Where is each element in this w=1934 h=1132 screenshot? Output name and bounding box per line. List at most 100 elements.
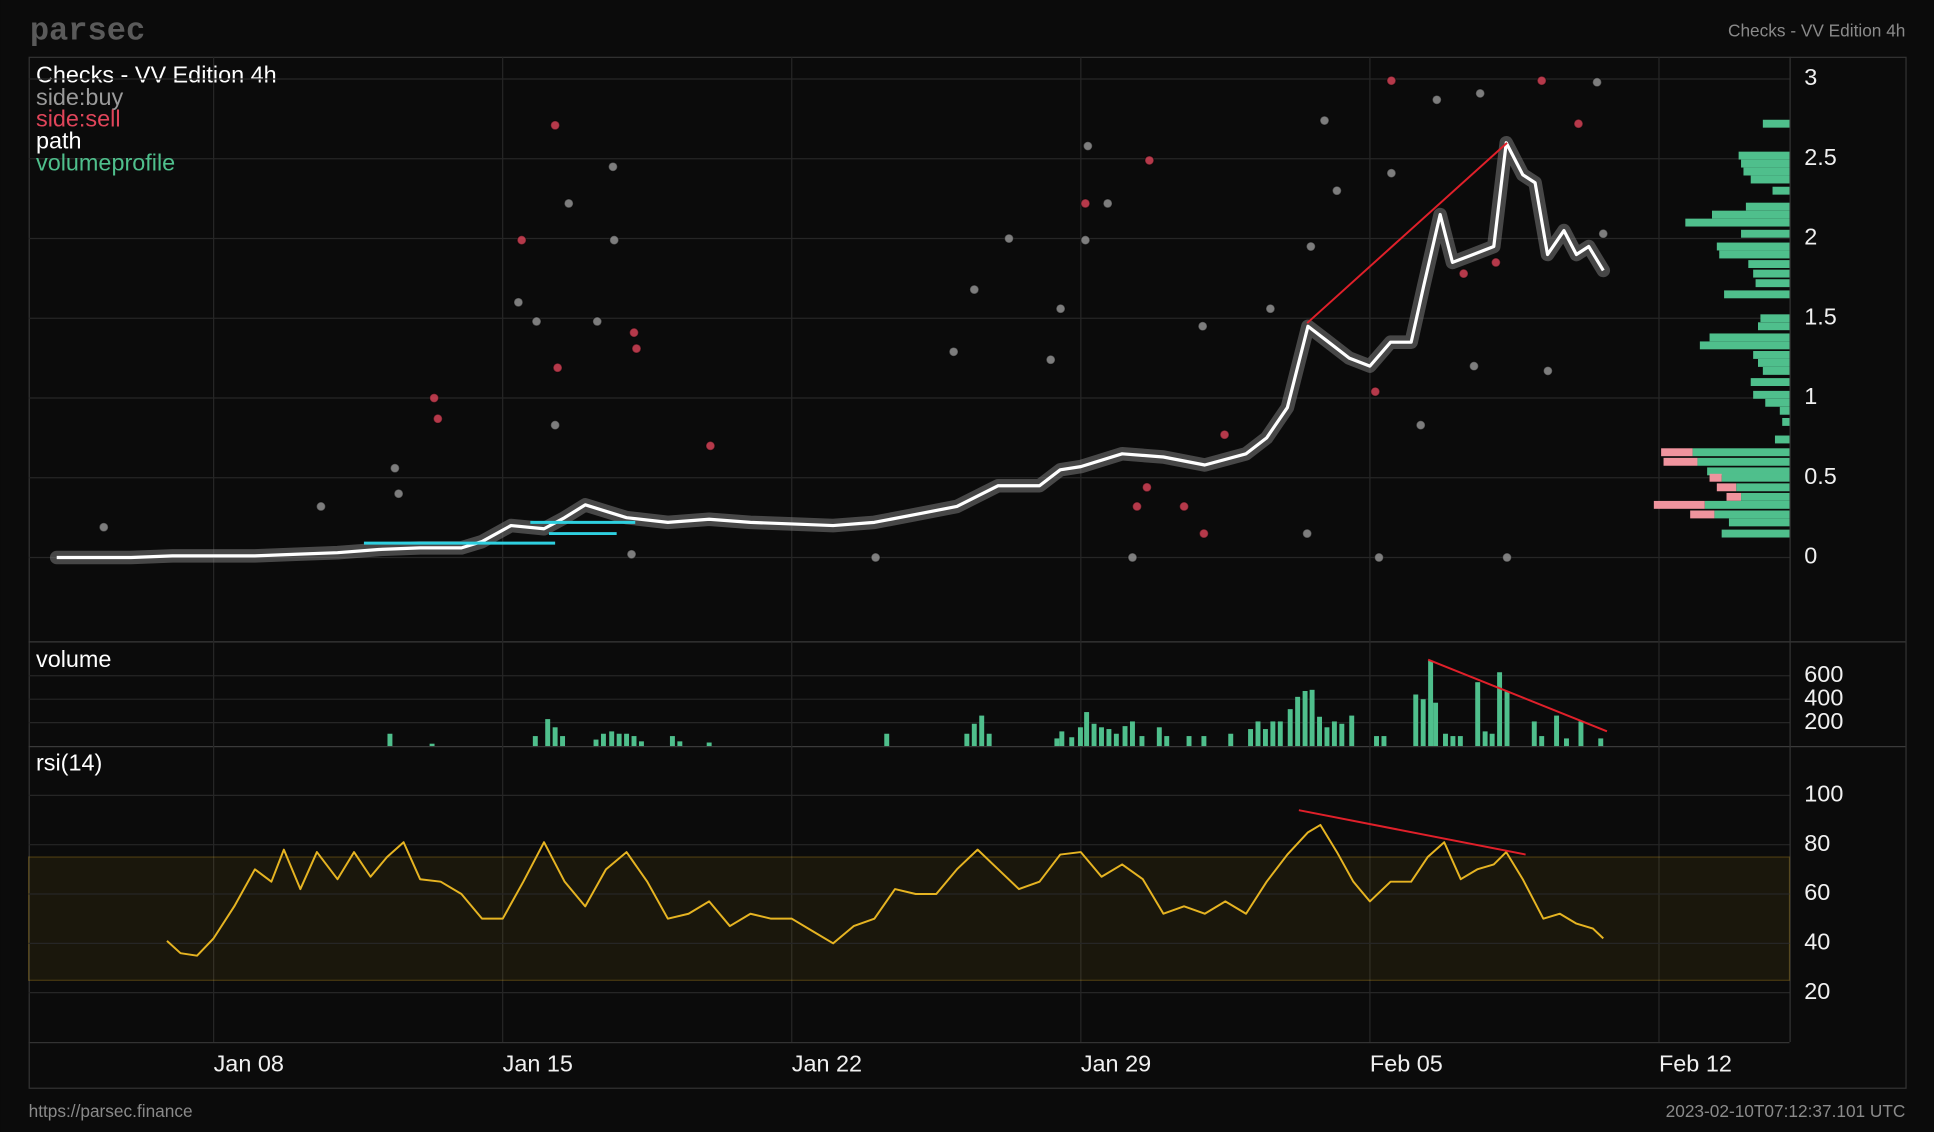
x-tick-label: Feb 05 — [1370, 1051, 1443, 1077]
volume-profile-bar — [1762, 119, 1790, 128]
trade-point — [550, 420, 561, 431]
trade-point — [1331, 185, 1342, 196]
y-tick-label: 200 — [1804, 708, 1843, 734]
volume-bar — [1539, 736, 1545, 747]
volume-bar — [1248, 729, 1254, 747]
volume-profile-bar — [1736, 483, 1790, 492]
trade-point — [1082, 140, 1093, 152]
volume-bar — [593, 739, 599, 747]
volume-bar — [1156, 727, 1162, 747]
trade-point — [1542, 365, 1553, 376]
trade-point — [429, 392, 440, 404]
volume-bar — [1317, 716, 1322, 747]
header-title: Checks - VV Edition 4h — [1728, 21, 1905, 41]
volume-profile-bar — [1760, 314, 1790, 323]
trade-point — [516, 235, 527, 246]
volume-profile-sell-bar — [1661, 448, 1693, 457]
volume-bar — [1270, 721, 1276, 747]
volume-profile-bar — [1741, 492, 1790, 501]
volume-bar — [1084, 712, 1090, 747]
y-tick-label: 20 — [1804, 978, 1830, 1004]
volume-profile-bar — [1724, 290, 1790, 299]
volume-bar — [1482, 731, 1488, 747]
volume-profile-bar — [1741, 159, 1790, 168]
volume-profile-bar — [1755, 279, 1790, 288]
y-tick-label: 3 — [1804, 64, 1817, 90]
volume-profile-bar — [1721, 529, 1790, 538]
trend-line — [1306, 142, 1508, 324]
volume-profile-bar — [1757, 358, 1790, 367]
legend-entry: volumeprofile — [36, 149, 175, 175]
volume-bar — [884, 733, 890, 747]
trade-point — [1144, 155, 1155, 166]
trade-point — [592, 316, 603, 327]
x-tick-label: Feb 12 — [1659, 1051, 1732, 1077]
volume-bar — [545, 719, 551, 747]
trade-point — [1003, 233, 1015, 244]
volume-bar — [1287, 709, 1293, 747]
y-tick-label: 2 — [1804, 224, 1817, 250]
x-tick-label: Jan 15 — [503, 1051, 573, 1077]
trade-point — [513, 297, 524, 308]
trade-point — [1080, 235, 1091, 246]
volume-bar — [1374, 736, 1379, 747]
volume-bar — [1309, 689, 1315, 747]
volume-profile-bar — [1774, 435, 1790, 444]
x-tick-label: Jan 29 — [1081, 1051, 1151, 1077]
volume-bar — [1531, 721, 1537, 747]
volume-profile-bar — [1711, 210, 1790, 219]
volume-profile-sell-bar — [1690, 510, 1715, 519]
trend-line — [1427, 658, 1608, 733]
trade-point — [969, 284, 980, 295]
volume-profile-bar — [1697, 457, 1790, 466]
trade-point — [1468, 361, 1480, 372]
trade-point — [1265, 303, 1276, 314]
volume-bar — [1228, 733, 1234, 747]
y-tick-label: 0 — [1804, 543, 1817, 569]
volume-bar — [1504, 690, 1510, 747]
volume-profile-bar — [1743, 167, 1790, 176]
trade-point — [563, 198, 574, 209]
volume-bar — [1129, 721, 1135, 747]
volume-profile-sell-bar — [1709, 473, 1722, 482]
y-tick-label: 400 — [1804, 684, 1843, 710]
volume-profile-bar — [1757, 322, 1790, 331]
volume-bar — [616, 733, 622, 747]
volume-profile-bar — [1779, 406, 1790, 415]
trade-point — [1197, 321, 1208, 332]
trade-point — [1490, 257, 1501, 268]
volume-profile-bar — [1721, 473, 1790, 482]
trade-point — [393, 488, 404, 499]
legend-entry: side:buy — [36, 84, 123, 110]
volume-bar — [1091, 723, 1097, 747]
volume-profile-sell-bar — [1653, 500, 1705, 509]
trade-point — [1501, 552, 1513, 563]
volume-bar — [1413, 694, 1419, 747]
y-tick-label: 100 — [1804, 781, 1843, 807]
legend-entry: side:sell — [36, 106, 121, 132]
volume-bar — [600, 733, 606, 747]
volume-bar — [1113, 733, 1119, 747]
trade-point — [552, 362, 563, 373]
panel-title: volume — [36, 646, 111, 672]
trade-point — [1573, 118, 1584, 129]
volume-profile-bar — [1745, 202, 1790, 211]
volume-bar — [1450, 736, 1456, 747]
volume-bar — [964, 733, 970, 747]
volume-bar — [1099, 727, 1104, 747]
trade-point — [609, 235, 620, 246]
volume-bar — [1122, 726, 1128, 747]
trade-point — [948, 346, 959, 357]
volume-profile-bar — [1782, 417, 1790, 426]
volume-bar — [1324, 727, 1330, 747]
volume-profile-bar — [1741, 229, 1790, 238]
volume-profile-bar — [1699, 341, 1790, 350]
trade-point — [870, 552, 881, 563]
volume-profile-bar — [1692, 448, 1790, 457]
volume-bar — [669, 736, 675, 747]
trade-point — [550, 120, 561, 131]
frame — [28, 56, 1907, 1089]
volume-bar — [1497, 672, 1503, 747]
volume-bar — [979, 715, 985, 747]
